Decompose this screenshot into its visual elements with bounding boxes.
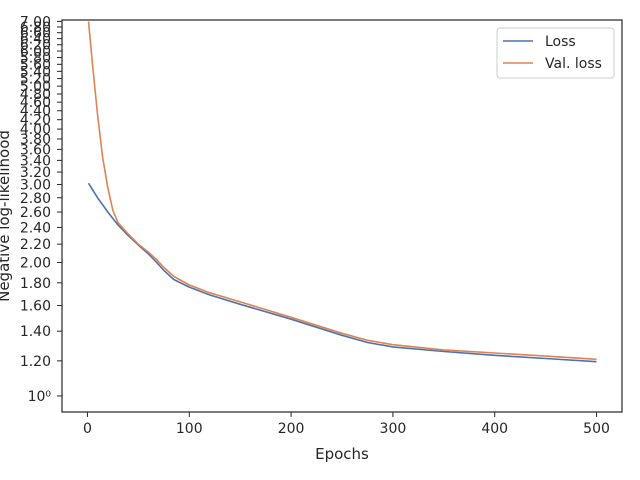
y-tick-label: 1.80 <box>20 276 51 292</box>
y-tick-label: 5.80 <box>20 51 51 67</box>
x-axis-ticks: 0 100 200 300 400 500 <box>83 412 610 437</box>
y-tick-label: 2.00 <box>20 256 51 272</box>
y-axis-label: Negative log-likelihood <box>0 130 13 302</box>
y-tick-label: 4.40 <box>20 104 51 120</box>
y-tick-label: 3.00 <box>20 177 51 193</box>
y-tick-label: 1.20 <box>20 354 51 370</box>
x-tick-label: 200 <box>278 421 305 437</box>
y-tick-label: 6.00 <box>20 44 51 60</box>
legend-label: Loss <box>545 34 576 50</box>
x-axis-label: Epochs <box>315 445 369 463</box>
x-tick-label: 100 <box>176 421 203 437</box>
y-tick-label: 2.20 <box>20 237 51 253</box>
y-tick-label: 6.60 <box>20 26 51 42</box>
y-tick-label: 1.60 <box>20 298 51 314</box>
y-tick-label: 5.60 <box>20 57 51 73</box>
y-tick-label: 6.80 <box>20 20 51 36</box>
y-tick-label: 5.00 <box>20 79 51 95</box>
series-layer <box>87 21 597 363</box>
y-tick-label: 7.00 <box>20 14 51 30</box>
y-tick-label: 5.40 <box>20 64 51 80</box>
legend-label: Val. loss <box>545 56 602 72</box>
y-tick-label: 3.20 <box>20 165 51 181</box>
y-tick-label: 5.20 <box>20 72 51 88</box>
x-tick-label: 400 <box>481 421 508 437</box>
y-tick-label: 4.00 <box>20 122 51 138</box>
y-tick-label: 3.80 <box>20 132 51 148</box>
series-line-0 <box>87 182 597 363</box>
y-tick-label: 4.20 <box>20 113 51 129</box>
y-tick-label: 6.40 <box>20 32 51 48</box>
y-tick-label: 6.20 <box>20 38 51 54</box>
y-axis-ticks: 10⁰1.201.401.601.802.002.202.402.602.803… <box>20 14 62 405</box>
y-tick-label: 10⁰ <box>28 389 52 405</box>
plot-frame <box>61 19 623 413</box>
y-tick-label: 3.40 <box>20 153 51 169</box>
x-tick-label: 0 <box>83 421 92 437</box>
legend: Loss Val. loss <box>496 27 615 79</box>
y-tick-label: 1.40 <box>20 324 51 340</box>
y-tick-label: 3.60 <box>20 142 51 158</box>
series-line-1 <box>87 21 597 361</box>
y-tick-label: 2.40 <box>20 220 51 236</box>
x-tick-label: 300 <box>380 421 407 437</box>
y-tick-label: 4.60 <box>20 95 51 111</box>
y-tick-label: 2.80 <box>20 191 51 207</box>
y-tick-label: 2.60 <box>20 205 51 221</box>
x-tick-label: 500 <box>583 421 610 437</box>
y-tick-label: 4.80 <box>20 87 51 103</box>
